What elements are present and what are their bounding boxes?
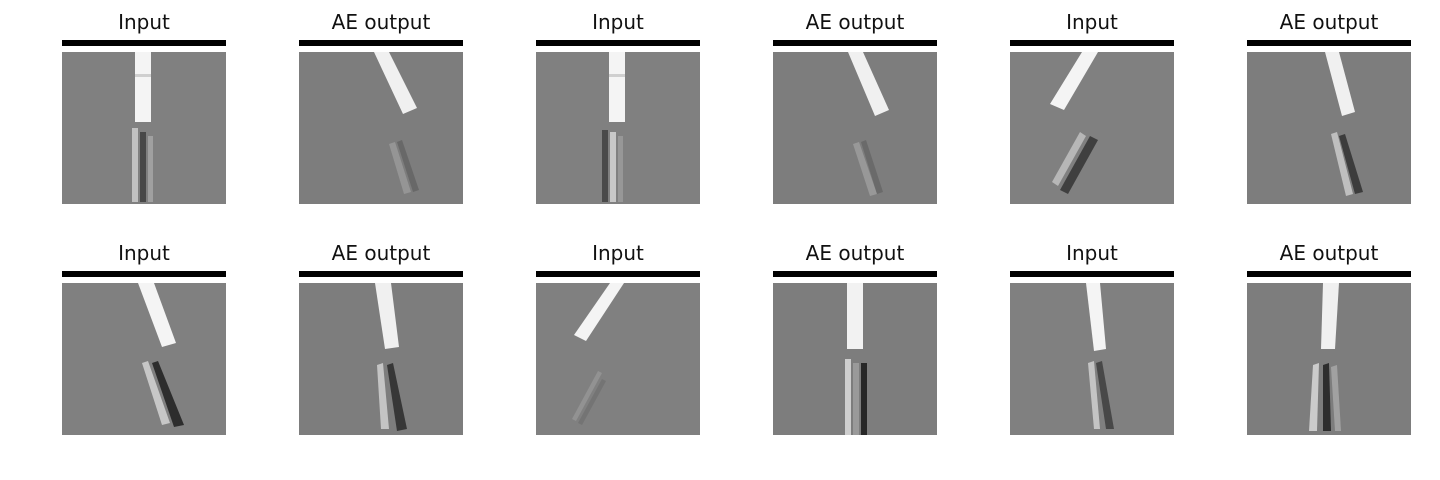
panel-4-ae-output: AE output xyxy=(299,231,463,435)
panel-image xyxy=(1010,283,1174,435)
panel-5-input: Input xyxy=(536,231,700,435)
panel-image xyxy=(299,52,463,204)
panel-divider-bar xyxy=(1010,40,1174,46)
panel-image xyxy=(773,283,937,435)
panel-title: AE output xyxy=(1279,241,1379,265)
panel-1-input: Input xyxy=(62,0,226,204)
panel-1-ae-output: AE output xyxy=(299,0,463,204)
panel-title: AE output xyxy=(805,241,905,265)
panel-6-ae-output: AE output xyxy=(1247,231,1411,435)
panel-divider-bar xyxy=(62,40,226,46)
panel-2-ae-output: AE output xyxy=(773,0,937,204)
panel-divider-bar xyxy=(536,40,700,46)
panel-image xyxy=(1247,283,1411,435)
panel-6-input: Input xyxy=(1010,231,1174,435)
panel-image xyxy=(1010,52,1174,204)
panel-2-input: Input xyxy=(536,0,700,204)
panel-divider-bar xyxy=(1010,271,1174,277)
panel-image xyxy=(62,52,226,204)
panel-title: Input xyxy=(1066,241,1118,265)
panel-3-input: Input xyxy=(1010,0,1174,204)
panel-title: Input xyxy=(592,241,644,265)
panel-image xyxy=(1247,52,1411,204)
panel-image xyxy=(536,52,700,204)
panel-title: AE output xyxy=(1279,10,1379,34)
panel-divider-bar xyxy=(1247,40,1411,46)
panel-title: AE output xyxy=(331,241,431,265)
panel-divider-bar xyxy=(773,271,937,277)
panel-image xyxy=(299,283,463,435)
panel-divider-bar xyxy=(1247,271,1411,277)
panel-divider-bar xyxy=(299,40,463,46)
panel-title: Input xyxy=(592,10,644,34)
panel-3-ae-output: AE output xyxy=(1247,0,1411,204)
panel-divider-bar xyxy=(299,271,463,277)
panel-title: AE output xyxy=(805,10,905,34)
panel-4-input: Input xyxy=(62,231,226,435)
panel-title: Input xyxy=(118,241,170,265)
panel-title: Input xyxy=(1066,10,1118,34)
panel-image xyxy=(773,52,937,204)
panel-image xyxy=(536,283,700,435)
panel-title: Input xyxy=(118,10,170,34)
panel-image xyxy=(62,283,226,435)
panel-title: AE output xyxy=(331,10,431,34)
panel-divider-bar xyxy=(62,271,226,277)
panel-divider-bar xyxy=(536,271,700,277)
panel-divider-bar xyxy=(773,40,937,46)
panel-5-ae-output: AE output xyxy=(773,231,937,435)
